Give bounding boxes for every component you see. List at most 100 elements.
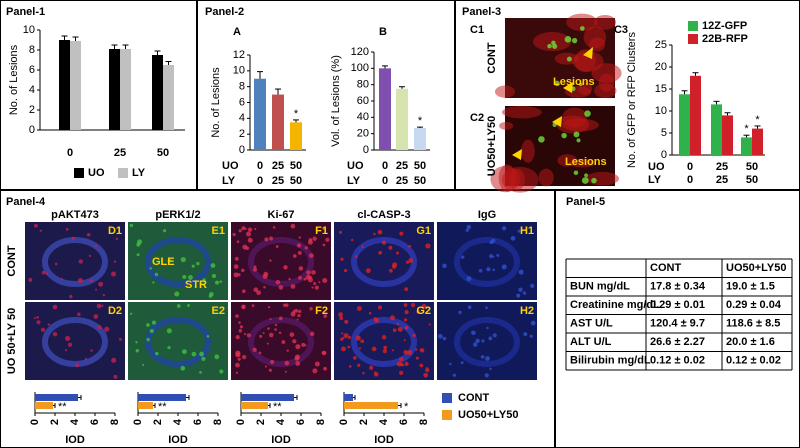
texture [465,228,469,232]
x-tick-label: 0 [687,174,693,186]
y-tick-label: 10 [233,65,245,77]
texture [166,328,172,334]
texture [485,356,490,361]
table-cell: 0.29 ± 0.04 [726,299,782,311]
texture [235,314,239,318]
texture [187,303,190,307]
texture [322,243,326,247]
texture [274,323,278,327]
texture [388,245,393,250]
texture [286,349,289,352]
y-tick-label: 15 [655,83,667,95]
texture [288,277,291,281]
bar [272,94,284,150]
texture [442,336,447,341]
texture [307,277,313,283]
texture [475,338,480,344]
texture [235,362,240,368]
texture [113,374,118,379]
bar [241,402,268,409]
x-axis-label: IOD [168,434,188,446]
texture [275,245,279,248]
texture [584,110,591,117]
texture [491,238,496,243]
texture [428,323,431,326]
texture [308,253,314,258]
x-tick-label: 4 [378,418,390,425]
texture [381,334,387,340]
texture [368,365,374,370]
texture [210,263,216,268]
table-cell: 0.12 ± 0.02 [726,355,781,367]
texture [588,37,606,52]
annotation: * [294,108,299,120]
texture [460,361,464,365]
texture [415,356,419,360]
x-tick-label: 8 [109,419,121,425]
texture [145,317,211,367]
bar [396,88,408,150]
texture [256,290,262,296]
texture [458,310,462,315]
texture [516,293,521,298]
texture [154,272,159,277]
texture [309,307,313,311]
texture [585,171,620,186]
texture [488,336,493,341]
texture [377,229,383,235]
y-tick-label: 10 [655,105,667,117]
x-tick-label: 25 [272,160,284,172]
y-tick-label: 2 [29,104,35,116]
texture [180,257,186,263]
texture [266,342,269,345]
texture [566,56,572,62]
texture [61,278,64,281]
x-tick-label: 25 [716,174,728,186]
texture [348,364,352,368]
texture [235,371,239,374]
texture [262,332,265,335]
texture [118,337,122,341]
texture [573,170,579,176]
texture [253,265,257,269]
legend-label: 22B-RFP [702,33,748,45]
annotation: * [404,401,409,413]
legend-label: 12Z-GFP [702,20,747,32]
texture [96,303,102,309]
texture [68,342,73,347]
texture [196,261,200,266]
texture [284,303,289,307]
panel-title: Panel-1 [6,6,45,18]
texture [584,173,588,178]
texture [152,281,155,284]
texture [311,270,316,275]
table-cell: 0.29 ± 0.01 [650,299,705,311]
texture [129,223,134,228]
texture [251,304,255,307]
texture [88,254,92,258]
texture [523,332,528,337]
texture [281,340,286,344]
texture [264,365,267,368]
texture [64,349,68,352]
texture [289,332,295,337]
texture [452,373,456,377]
bar [254,78,266,150]
x-tick-label: 4 [172,418,184,425]
texture [269,236,274,241]
texture [509,168,525,191]
y-axis-label: No. of Lesions [8,44,20,115]
texture [47,323,51,326]
texture [403,349,409,355]
x-row-name: UO [347,160,364,172]
bar [35,402,53,409]
texture [163,229,167,233]
texture [65,335,71,341]
y-tick-label: 5 [661,127,667,139]
texture [530,320,536,326]
texture [350,238,354,242]
bar [163,65,174,130]
texture [246,333,252,338]
y-tick-label: 12 [233,49,245,61]
texture [494,85,516,98]
